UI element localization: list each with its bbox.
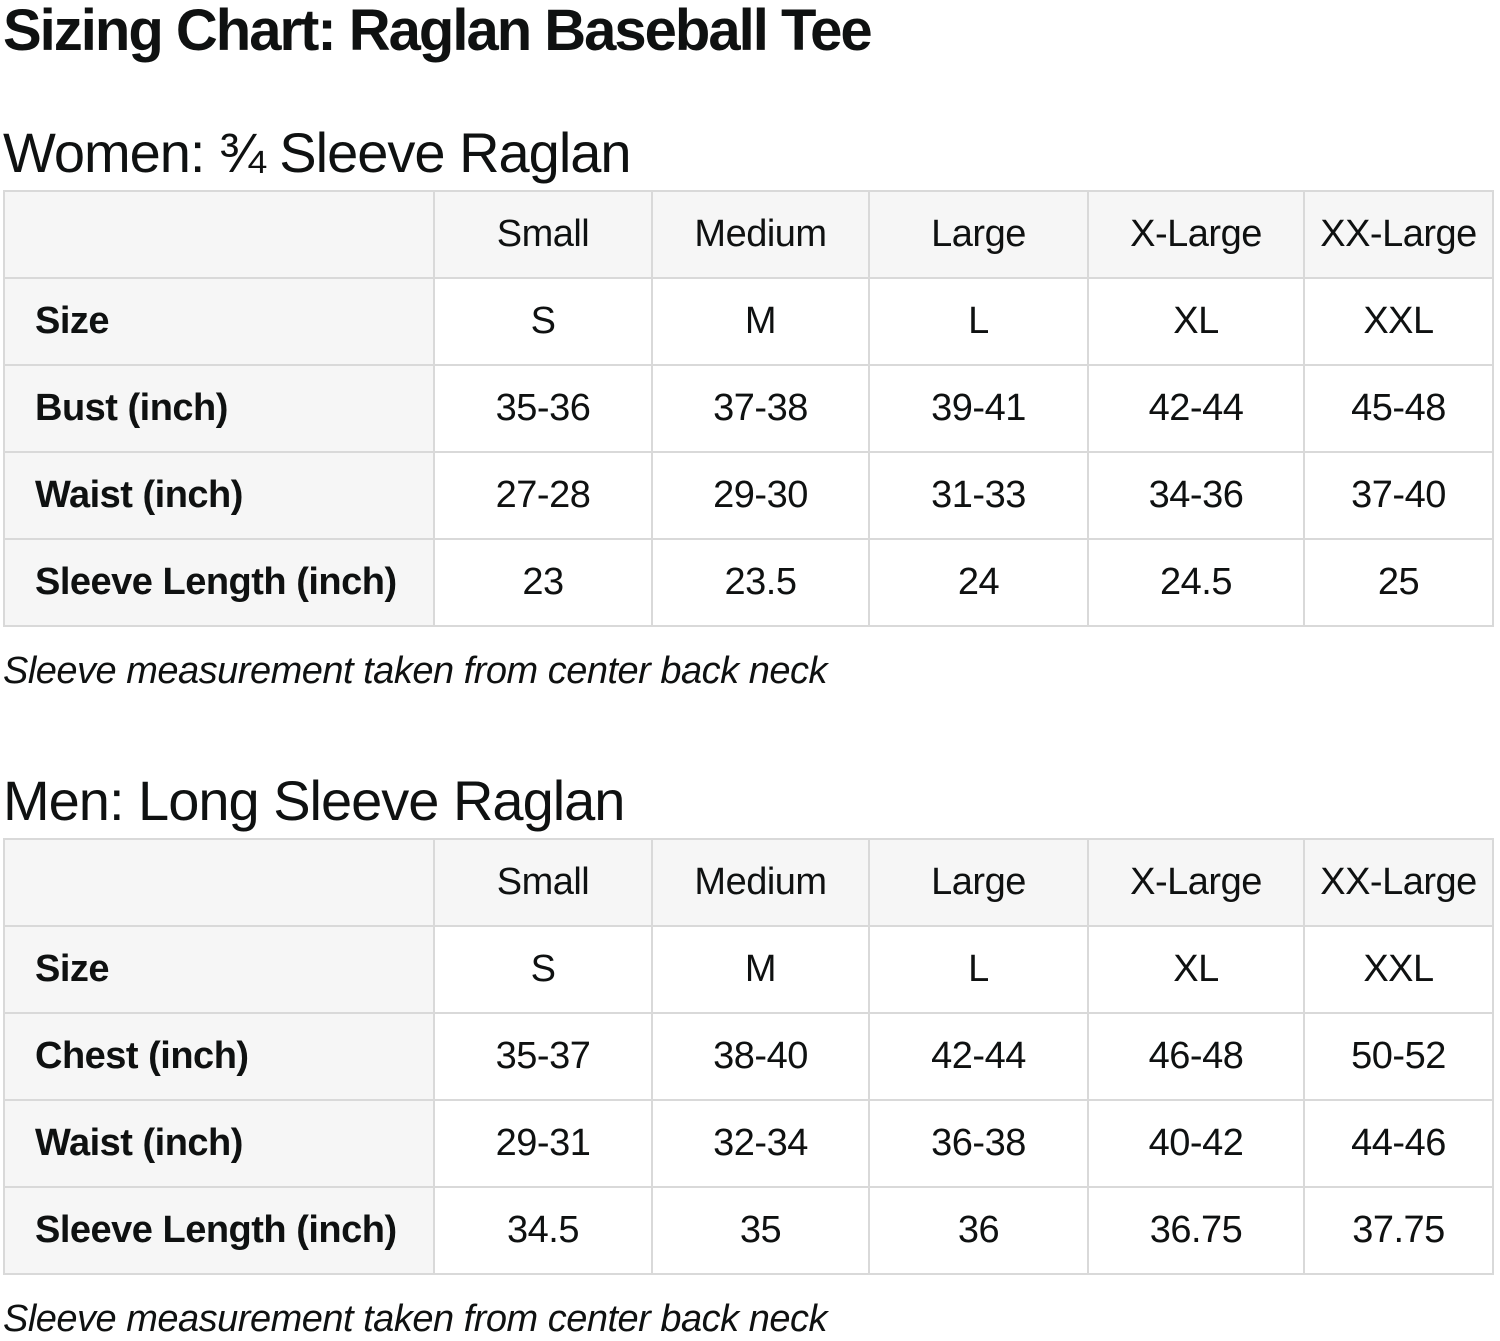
- men-waist-row: Waist (inch) 29-31 32-34 36-38 40-42 44-…: [3, 1099, 1494, 1188]
- women-size-row: Size S M L XL XXL: [3, 277, 1494, 366]
- table-cell: XXL: [1303, 925, 1494, 1014]
- women-bust-row: Bust (inch) 35-36 37-38 39-41 42-44 45-4…: [3, 364, 1494, 453]
- men-size-table: Small Medium Large X-Large XX-Large Size…: [3, 838, 1494, 1275]
- table-cell: 23: [433, 538, 653, 627]
- table-cell: 24.5: [1087, 538, 1305, 627]
- column-header-medium: Medium: [651, 838, 870, 927]
- table-cell: 50-52: [1303, 1012, 1494, 1101]
- women-size-table: Small Medium Large X-Large XX-Large Size…: [3, 190, 1494, 627]
- table-cell: 36: [868, 1186, 1089, 1275]
- table-cell: 32-34: [651, 1099, 870, 1188]
- women-sleeve-row: Sleeve Length (inch) 23 23.5 24 24.5 25: [3, 538, 1494, 627]
- men-header-row: Small Medium Large X-Large XX-Large: [3, 838, 1494, 927]
- table-cell: 38-40: [651, 1012, 870, 1101]
- row-header-chest: Chest (inch): [3, 1012, 435, 1101]
- table-cell: 37.75: [1303, 1186, 1494, 1275]
- table-cell: 42-44: [868, 1012, 1089, 1101]
- table-cell: 37-38: [651, 364, 870, 453]
- women-sleeve-note: Sleeve measurement taken from center bac…: [3, 650, 827, 692]
- column-header-xx-large: XX-Large: [1303, 838, 1494, 927]
- men-sleeve-row: Sleeve Length (inch) 34.5 35 36 36.75 37…: [3, 1186, 1494, 1275]
- row-header-size: Size: [3, 925, 435, 1014]
- table-cell: L: [868, 277, 1089, 366]
- table-cell: 35-37: [433, 1012, 653, 1101]
- table-cell: 39-41: [868, 364, 1089, 453]
- table-cell: S: [433, 277, 653, 366]
- table-cell: 34-36: [1087, 451, 1305, 540]
- column-header-x-large: X-Large: [1087, 838, 1305, 927]
- row-header-waist: Waist (inch): [3, 451, 435, 540]
- table-cell: 46-48: [1087, 1012, 1305, 1101]
- table-cell: 31-33: [868, 451, 1089, 540]
- row-header-bust: Bust (inch): [3, 364, 435, 453]
- women-header-row: Small Medium Large X-Large XX-Large: [3, 190, 1494, 279]
- table-cell: 42-44: [1087, 364, 1305, 453]
- men-size-row: Size S M L XL XXL: [3, 925, 1494, 1014]
- column-header-large: Large: [868, 190, 1089, 279]
- column-header-empty: [3, 838, 435, 927]
- table-cell: L: [868, 925, 1089, 1014]
- table-cell: 34.5: [433, 1186, 653, 1275]
- column-header-medium: Medium: [651, 190, 870, 279]
- table-cell: 29-30: [651, 451, 870, 540]
- table-cell: 36-38: [868, 1099, 1089, 1188]
- row-header-sleeve-length: Sleeve Length (inch): [3, 1186, 435, 1275]
- table-cell: 45-48: [1303, 364, 1494, 453]
- column-header-xx-large: XX-Large: [1303, 190, 1494, 279]
- table-cell: 25: [1303, 538, 1494, 627]
- table-cell: M: [651, 925, 870, 1014]
- page-title: Sizing Chart: Raglan Baseball Tee: [3, 0, 873, 63]
- table-cell: 36.75: [1087, 1186, 1305, 1275]
- men-chest-row: Chest (inch) 35-37 38-40 42-44 46-48 50-…: [3, 1012, 1494, 1101]
- row-header-size: Size: [3, 277, 435, 366]
- table-cell: 40-42: [1087, 1099, 1305, 1188]
- column-header-x-large: X-Large: [1087, 190, 1305, 279]
- table-cell: XL: [1087, 925, 1305, 1014]
- column-header-small: Small: [433, 190, 653, 279]
- table-cell: 44-46: [1303, 1099, 1494, 1188]
- table-cell: XXL: [1303, 277, 1494, 366]
- men-section-heading: Men: Long Sleeve Raglan: [3, 769, 625, 832]
- column-header-large: Large: [868, 838, 1089, 927]
- table-cell: 35: [651, 1186, 870, 1275]
- row-header-waist: Waist (inch): [3, 1099, 435, 1188]
- table-cell: 27-28: [433, 451, 653, 540]
- table-cell: 23.5: [651, 538, 870, 627]
- table-cell: M: [651, 277, 870, 366]
- table-cell: 29-31: [433, 1099, 653, 1188]
- table-cell: 24: [868, 538, 1089, 627]
- row-header-sleeve-length: Sleeve Length (inch): [3, 538, 435, 627]
- table-cell: XL: [1087, 277, 1305, 366]
- women-section-heading: Women: ¾ Sleeve Raglan: [3, 121, 632, 184]
- table-cell: S: [433, 925, 653, 1014]
- column-header-small: Small: [433, 838, 653, 927]
- women-waist-row: Waist (inch) 27-28 29-30 31-33 34-36 37-…: [3, 451, 1494, 540]
- column-header-empty: [3, 190, 435, 279]
- table-cell: 37-40: [1303, 451, 1494, 540]
- table-cell: 35-36: [433, 364, 653, 453]
- men-sleeve-note: Sleeve measurement taken from center bac…: [3, 1298, 827, 1340]
